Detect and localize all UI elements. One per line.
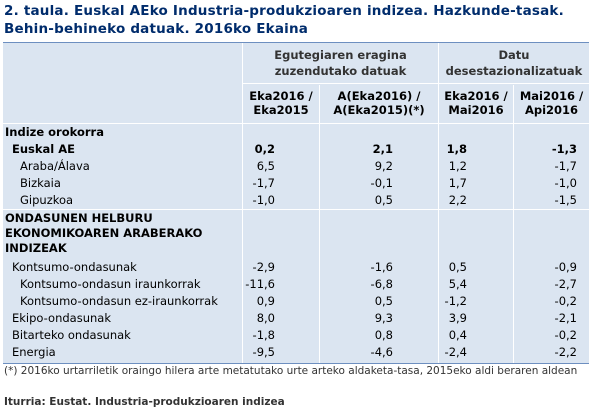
table-cell: -2,9 [252, 260, 275, 274]
table-cell: 0,4 [448, 328, 467, 342]
data-table: Egutegiaren eragina zuzendutako datuak D… [3, 42, 589, 364]
table-cell: 8,0 [256, 311, 275, 325]
group-header-seasonally-adjusted: Datu desestazionalizatuak [445, 48, 583, 78]
row-label: Araba/Álava [20, 159, 90, 173]
row-label: Energia [12, 345, 56, 359]
table-cell: 3,9 [448, 311, 467, 325]
row-label: Kontsumo-ondasun iraunkorrak [20, 277, 201, 291]
column-header: Eka2016 /Eka2015 [249, 89, 313, 117]
row-label: Bizkaia [20, 176, 61, 190]
table-cell: 2,1 [372, 142, 393, 156]
table-cell: 1,8 [446, 142, 467, 156]
row-label: Gipuzkoa [20, 193, 74, 207]
row-label-section: EKONOMIKOAREN ARABERAKO [5, 226, 203, 240]
row-label-section: ONDASUNEN HELBURU [5, 211, 153, 225]
row-label-section: Indize orokorra [5, 125, 104, 139]
table-cell: -2,7 [554, 277, 577, 291]
table-title: 2. taula. Euskal AEko Industria-produkzi… [4, 3, 564, 37]
column-header: Eka2016 /Mai2016 [444, 89, 508, 117]
table-cell: 0,8 [374, 328, 393, 342]
column-header: A(Eka2016) / A(Eka2015)(*) [333, 89, 425, 117]
table-cell: -1,0 [554, 176, 577, 190]
table-cell: 5,4 [448, 277, 467, 291]
row-label: Bitarteko ondasunak [12, 328, 131, 342]
column-header: Mai2016 /Api2016 [519, 89, 584, 117]
table-cell: 2,2 [448, 193, 467, 207]
table-cell: -0,2 [554, 294, 577, 308]
row-label: Euskal AE [12, 142, 75, 156]
table-cell: -1,7 [554, 159, 577, 173]
table-cell: -6,8 [370, 277, 393, 291]
table-cell: -2,2 [554, 345, 577, 359]
table-cell: 1,2 [448, 159, 467, 173]
table-cell: -4,6 [370, 345, 393, 359]
table-cell: 6,5 [256, 159, 275, 173]
footnote: (*) 2016ko urtarriletik oraingo hilera a… [4, 365, 578, 377]
source-note: Iturria: Eustat. Industria-produkzioaren… [4, 396, 285, 408]
group-header-calendar-adjusted: Egutegiaren eragina zuzendutako datuak [274, 48, 407, 78]
table-cell: 0,5 [448, 260, 467, 274]
table-cell: 0,5 [374, 294, 393, 308]
table-cell: -0,9 [554, 260, 577, 274]
table-cell: 0,5 [374, 193, 393, 207]
table-cell: 9,3 [374, 311, 393, 325]
table-cell: -1,8 [252, 328, 275, 342]
row-label: Kontsumo-ondasunak [12, 260, 137, 274]
table-cell: 0,2 [254, 142, 275, 156]
table-cell: -2,1 [554, 311, 577, 325]
table-cell: -1,0 [252, 193, 275, 207]
table-cell: -1,3 [551, 142, 577, 156]
table-cell: -2,4 [444, 345, 467, 359]
row-label: Kontsumo-ondasun ez-iraunkorrak [20, 294, 218, 308]
row-label-section: INDIZEAK [5, 241, 67, 255]
table-cell: -1,7 [252, 176, 275, 190]
row-label: Ekipo-ondasunak [12, 311, 111, 325]
table-cell: -0,2 [554, 328, 577, 342]
table-cell: 0,9 [256, 294, 275, 308]
table-cell: 1,7 [448, 176, 467, 190]
table-cell: -11,6 [245, 277, 275, 291]
table-cell: -0,1 [370, 176, 393, 190]
table-cell: -9,5 [252, 345, 275, 359]
table-cell: -1,2 [444, 294, 467, 308]
table-cell: -1,6 [370, 260, 393, 274]
table-cell: 9,2 [374, 159, 393, 173]
table-cell: -1,5 [554, 193, 577, 207]
